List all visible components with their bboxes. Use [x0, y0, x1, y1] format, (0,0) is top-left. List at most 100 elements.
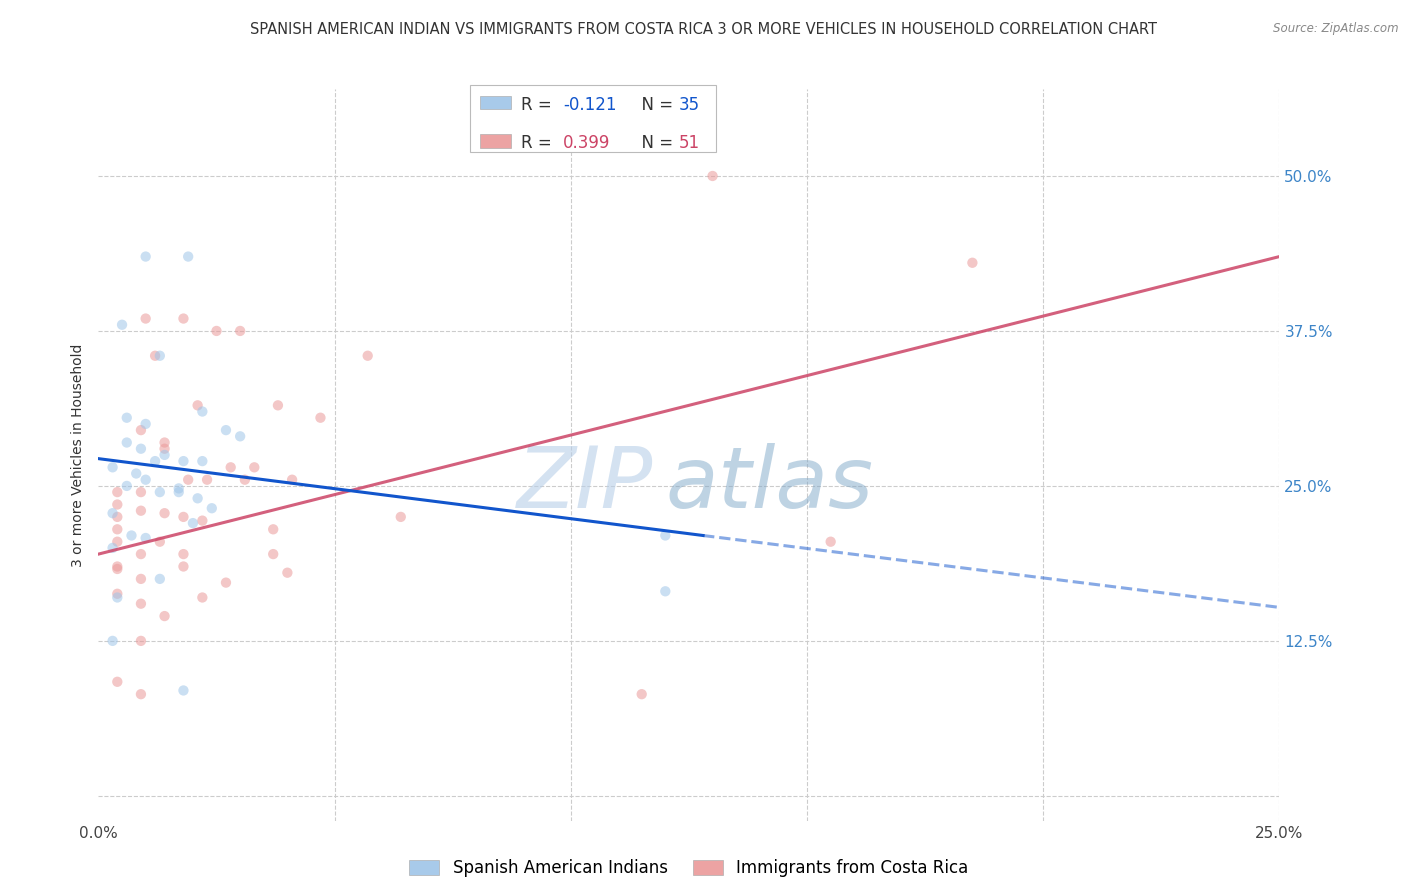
Point: [654, 584, 676, 599]
Point: [172, 311, 194, 326]
Point: [135, 311, 157, 326]
Point: [309, 410, 332, 425]
Point: [153, 448, 176, 462]
Point: [177, 473, 200, 487]
Text: -0.121: -0.121: [564, 96, 617, 114]
Point: [219, 460, 242, 475]
Text: R =: R =: [522, 135, 557, 153]
Point: [262, 547, 284, 561]
Point: [105, 509, 128, 524]
Point: [229, 429, 252, 443]
Point: [233, 473, 256, 487]
Point: [262, 522, 284, 536]
Text: SPANISH AMERICAN INDIAN VS IMMIGRANTS FROM COSTA RICA 3 OR MORE VEHICLES IN HOUS: SPANISH AMERICAN INDIAN VS IMMIGRANTS FR…: [249, 22, 1157, 37]
Point: [191, 404, 214, 418]
Text: 0.399: 0.399: [564, 135, 610, 153]
Point: [187, 398, 209, 412]
Point: [181, 516, 204, 530]
Point: [101, 633, 124, 648]
Point: [105, 498, 128, 512]
Point: [149, 485, 172, 500]
Point: [389, 509, 412, 524]
Point: [153, 609, 176, 624]
Point: [105, 534, 128, 549]
Text: ZIP: ZIP: [517, 442, 654, 525]
Point: [191, 454, 214, 468]
Point: [172, 547, 194, 561]
Point: [191, 514, 214, 528]
Point: [195, 473, 218, 487]
Point: [129, 633, 152, 648]
Point: [172, 454, 194, 468]
Point: [267, 398, 290, 412]
Point: [357, 349, 380, 363]
Point: [229, 324, 252, 338]
Text: R =: R =: [522, 96, 557, 114]
Point: [153, 442, 176, 456]
Point: [115, 410, 138, 425]
Point: [135, 473, 157, 487]
Point: [172, 559, 194, 574]
Point: [105, 587, 128, 601]
Point: [153, 506, 176, 520]
Point: [115, 435, 138, 450]
Point: [105, 485, 128, 500]
Point: [187, 491, 209, 506]
Point: [129, 485, 152, 500]
Point: [143, 454, 166, 468]
Point: [125, 467, 148, 481]
Point: [167, 485, 190, 500]
Point: [105, 674, 128, 689]
Point: [172, 683, 194, 698]
Point: [135, 417, 157, 431]
Point: [129, 504, 152, 518]
Point: [820, 534, 842, 549]
Point: [129, 442, 152, 456]
Point: [105, 522, 128, 536]
Point: [654, 528, 676, 542]
Point: [281, 473, 304, 487]
Point: [129, 572, 152, 586]
Point: [201, 501, 224, 516]
Point: [121, 528, 143, 542]
Point: [215, 575, 238, 590]
Text: N =: N =: [631, 135, 678, 153]
Point: [135, 250, 157, 264]
Point: [167, 482, 190, 496]
Point: [243, 460, 266, 475]
Point: [630, 687, 652, 701]
Point: [702, 169, 724, 183]
Text: 51: 51: [679, 135, 700, 153]
Point: [101, 541, 124, 555]
Point: [115, 479, 138, 493]
Text: atlas: atlas: [665, 442, 873, 525]
Point: [135, 531, 157, 545]
Text: Source: ZipAtlas.com: Source: ZipAtlas.com: [1274, 22, 1399, 36]
Point: [101, 506, 124, 520]
Point: [111, 318, 134, 332]
Y-axis label: 3 or more Vehicles in Household: 3 or more Vehicles in Household: [72, 343, 86, 566]
Point: [105, 591, 128, 605]
Point: [153, 435, 176, 450]
Point: [962, 256, 984, 270]
Point: [101, 460, 124, 475]
Point: [129, 423, 152, 437]
Point: [143, 349, 166, 363]
Point: [177, 250, 200, 264]
Point: [191, 591, 214, 605]
Legend: Spanish American Indians, Immigrants from Costa Rica: Spanish American Indians, Immigrants fro…: [405, 854, 973, 882]
Text: 35: 35: [679, 96, 700, 114]
Point: [129, 597, 152, 611]
Point: [105, 562, 128, 576]
Point: [149, 572, 172, 586]
Point: [129, 547, 152, 561]
Text: N =: N =: [631, 96, 678, 114]
Point: [205, 324, 228, 338]
Point: [172, 509, 194, 524]
Point: [215, 423, 238, 437]
Point: [276, 566, 298, 580]
Point: [149, 534, 172, 549]
Point: [105, 559, 128, 574]
Point: [129, 687, 152, 701]
Point: [149, 349, 172, 363]
